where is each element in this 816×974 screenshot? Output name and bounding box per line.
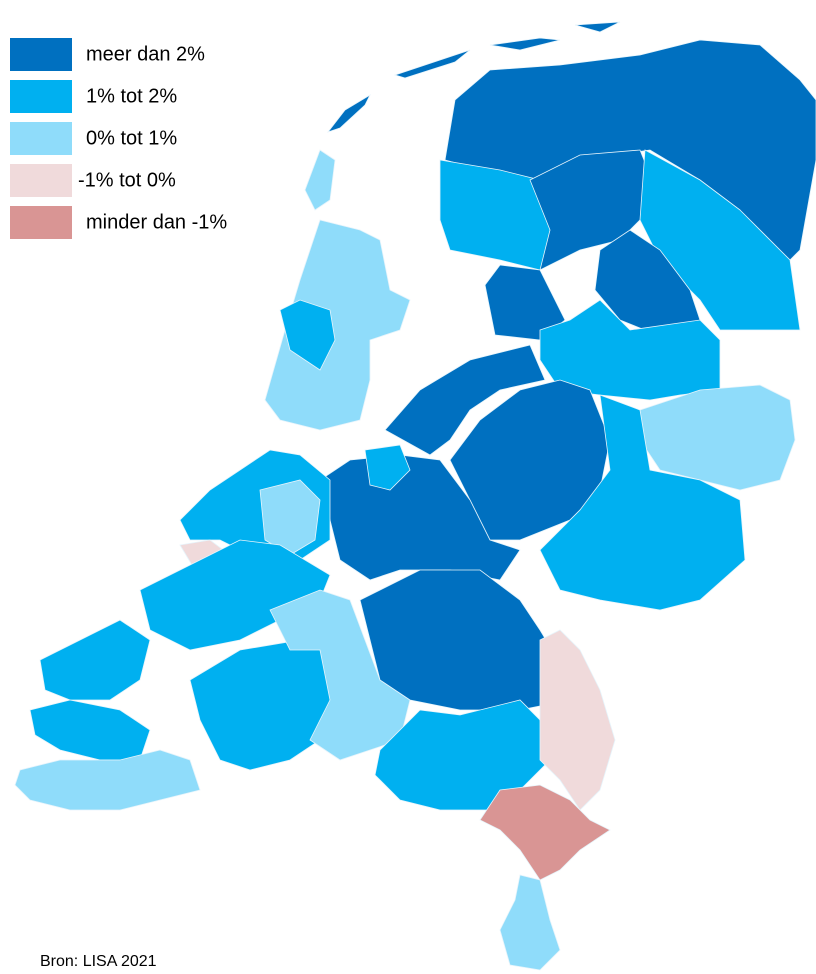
legend-label: 1% tot 2% — [86, 85, 177, 107]
region — [374, 699, 551, 811]
region — [479, 784, 611, 881]
region — [639, 149, 801, 331]
region — [319, 454, 521, 581]
legend-swatch — [10, 122, 72, 155]
region — [264, 219, 411, 431]
island — [326, 93, 371, 133]
island — [489, 37, 561, 51]
island — [304, 149, 336, 211]
island — [574, 21, 621, 33]
region — [539, 629, 616, 811]
legend-swatch — [10, 80, 72, 113]
region — [539, 394, 746, 611]
region — [384, 344, 546, 456]
legend-label: meer dan 2% — [86, 43, 205, 65]
legend-label: 0% tot 1% — [86, 127, 177, 149]
legend-label: -1% tot 0% — [78, 169, 176, 191]
legend: meer dan 2% 1% tot 2% 0% tot 1% -1% tot 0% m… — [10, 38, 227, 239]
region — [189, 639, 341, 771]
legend-swatch — [10, 38, 72, 71]
source: Bron: LISA 2021 — [40, 953, 157, 970]
region — [259, 479, 321, 556]
region — [14, 749, 201, 811]
region — [29, 699, 151, 761]
regions — [14, 21, 816, 971]
legend-swatch — [10, 164, 72, 197]
legend-swatch — [10, 206, 72, 239]
region — [364, 444, 411, 491]
region — [279, 299, 336, 371]
region — [499, 874, 561, 971]
legend-label: minder dan -1% — [86, 211, 227, 233]
region — [484, 264, 566, 341]
region — [39, 619, 151, 701]
region — [639, 384, 796, 491]
island — [393, 49, 471, 79]
